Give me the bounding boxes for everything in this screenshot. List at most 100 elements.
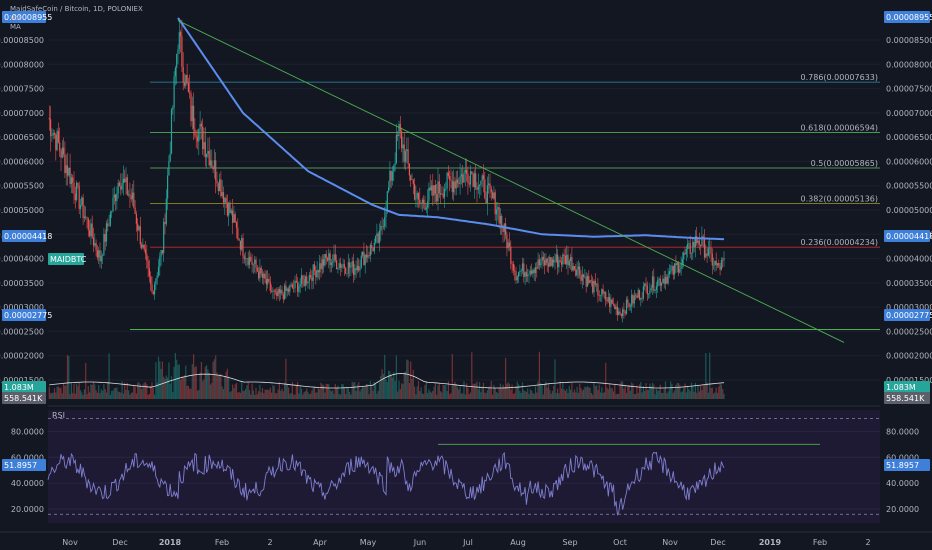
- volume-bar: [55, 392, 57, 399]
- volume-bar: [187, 385, 189, 399]
- volume-bar: [183, 375, 186, 399]
- candle-body: [96, 250, 98, 258]
- candle-body: [432, 185, 434, 196]
- volume-bar: [243, 390, 245, 399]
- candle-body: [86, 217, 88, 219]
- candle-body: [459, 176, 461, 185]
- candle-body: [66, 165, 69, 176]
- candle-body: [653, 276, 655, 291]
- volume-bar: [527, 388, 529, 399]
- candle-body: [531, 270, 533, 274]
- volume-ma-badge-left-bg: [2, 392, 46, 404]
- volume-bar: [371, 386, 373, 399]
- volume-bar: [536, 392, 538, 399]
- candle-body: [588, 275, 590, 283]
- volume-bars: [48, 351, 725, 399]
- volume-bar: [492, 394, 494, 399]
- candle-body: [343, 264, 345, 268]
- volume-bar: [516, 381, 518, 399]
- candle-body: [389, 170, 391, 188]
- volume-bar: [525, 391, 527, 399]
- volume-bar: [351, 381, 353, 399]
- volume-bar: [579, 383, 581, 399]
- candle-body: [707, 248, 709, 256]
- volume-bar: [168, 362, 170, 399]
- volume-bar: [685, 392, 687, 399]
- volume-bar: [294, 394, 296, 399]
- candle-body: [601, 289, 603, 296]
- candle-body: [208, 151, 210, 166]
- candle-body: [168, 161, 170, 176]
- volume-bar: [53, 388, 56, 399]
- candle-body: [616, 306, 618, 315]
- volume-bar: [430, 392, 433, 399]
- volume-bar: [485, 393, 487, 399]
- candle-body: [685, 249, 687, 255]
- candle-body: [156, 275, 158, 279]
- candle-body: [485, 197, 487, 204]
- volume-bar: [321, 384, 323, 399]
- volume-bar: [303, 392, 305, 399]
- volume-bar: [472, 383, 474, 399]
- candle-body: [497, 207, 499, 210]
- volume-bar: [719, 383, 721, 399]
- candle-body: [154, 284, 156, 295]
- candle-body: [572, 266, 574, 271]
- candle-body: [468, 182, 470, 185]
- volume-bar: [276, 393, 278, 399]
- time-tick: Oct: [613, 538, 627, 547]
- volume-bar: [325, 383, 327, 399]
- volume-bar: [382, 374, 384, 399]
- price-tick-left: 0.00004000: [0, 255, 44, 264]
- candle-body: [566, 254, 568, 265]
- volume-bar: [217, 375, 219, 399]
- candle-body: [388, 187, 390, 192]
- volume-bar: [341, 384, 343, 399]
- volume-bar: [337, 385, 339, 399]
- candle-body: [219, 179, 221, 192]
- volume-bar: [501, 387, 503, 399]
- candle-body: [256, 267, 258, 272]
- candle-body: [303, 279, 305, 286]
- price-tick-right: 0.00008500: [886, 36, 932, 45]
- candle-body: [204, 142, 206, 158]
- volume-bar: [573, 389, 576, 399]
- volume-bar: [99, 393, 101, 399]
- candle-body: [436, 193, 438, 202]
- volume-bar: [172, 391, 174, 399]
- volume-bar: [618, 393, 620, 399]
- candle-body: [150, 276, 152, 285]
- candle-body: [683, 252, 685, 260]
- volume-bar: [511, 384, 513, 399]
- volume-bar: [220, 374, 222, 399]
- volume-bar: [137, 382, 139, 399]
- volume-bar: [523, 390, 525, 399]
- candle-body: [250, 256, 252, 262]
- volume-bar: [718, 386, 720, 399]
- volume-bar: [228, 376, 230, 399]
- volume-bar: [642, 386, 644, 399]
- volume-bar: [246, 385, 248, 399]
- candle-body: [453, 181, 455, 193]
- volume-bar: [482, 382, 485, 399]
- volume-bar: [661, 392, 663, 399]
- volume-bar: [560, 388, 563, 399]
- candle-body: [479, 184, 481, 187]
- volume-badge-left-bg: [2, 381, 46, 393]
- candle-body: [360, 255, 362, 268]
- candle-body: [160, 250, 162, 257]
- price-tick-left: 0.00007500: [0, 85, 44, 94]
- candle-body: [495, 209, 498, 215]
- volume-bar: [518, 384, 520, 399]
- volume-bar: [103, 384, 105, 399]
- candle-body: [120, 186, 122, 190]
- candle-body: [532, 269, 534, 274]
- candle-body: [706, 253, 708, 256]
- candle-body: [70, 177, 72, 185]
- candle-body: [79, 205, 82, 209]
- candle-body: [581, 274, 583, 281]
- candle-body: [147, 260, 149, 269]
- candle-body: [196, 136, 199, 142]
- volume-bar: [658, 390, 660, 399]
